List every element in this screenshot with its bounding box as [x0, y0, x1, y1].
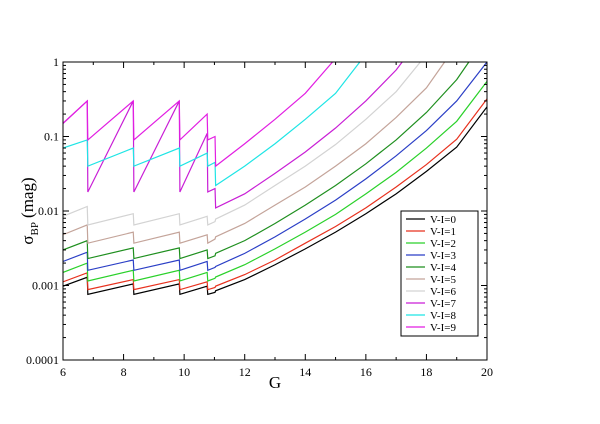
y-axis-title: σBP (mag): [18, 177, 41, 244]
x-axis-title: G: [269, 373, 281, 392]
y-axis-title-symbol: σ: [18, 235, 37, 244]
legend-label: V-I=8: [430, 310, 456, 322]
series-layer: [63, 62, 487, 296]
axis-tick-labels: 6 8 10 12 14 16 18 20 0.0001 0.001 0.01 0.1 1: [26, 55, 493, 379]
legend-label: V-I=3: [430, 250, 456, 262]
x-tick-label: 16: [360, 365, 372, 379]
x-tick-label: 8: [121, 365, 127, 379]
y-axis-title-unit: (mag): [18, 177, 37, 218]
legend-label: V-I=9: [430, 322, 456, 334]
y-tick-label: 0.01: [38, 204, 59, 218]
series-line-v-i-7: [63, 62, 403, 209]
legend-label: V-I=5: [430, 274, 456, 286]
x-tick-label: 20: [481, 365, 493, 379]
x-tick-label: 12: [239, 365, 251, 379]
legend-items: V-I=0V-I=1V-I=2V-I=3V-I=4V-I=5V-I=6V-I=7…: [406, 214, 456, 334]
axis-ticks: [62, 61, 488, 361]
legend-label: V-I=7: [430, 298, 456, 310]
x-tick-label: 18: [420, 365, 432, 379]
y-tick-label: 0.1: [44, 130, 59, 144]
x-tick-label: 10: [178, 365, 190, 379]
y-tick-label: 0.001: [32, 279, 59, 293]
legend-label: V-I=4: [430, 262, 456, 274]
legend-label: V-I=2: [430, 238, 456, 250]
y-tick-label: 0.0001: [26, 353, 59, 367]
series-line-v-i-5: [63, 62, 446, 245]
series-line-v-i-9: [63, 62, 333, 168]
y-axis-title-subscript: BP: [29, 222, 41, 235]
x-tick-label: 14: [299, 365, 311, 379]
legend-label: V-I=1: [430, 226, 456, 238]
series-line-v-i-8: [63, 62, 361, 187]
series-line-v-i-4: [63, 62, 470, 260]
legend: V-I=0V-I=1V-I=2V-I=3V-I=4V-I=5V-I=6V-I=7…: [400, 210, 479, 337]
series-line-v-i-3: [63, 62, 487, 272]
series-line-v-i-2: [63, 80, 487, 282]
series-line-v-i-6: [63, 62, 421, 226]
legend-label: V-I=6: [430, 286, 456, 298]
legend-label: V-I=0: [430, 214, 456, 226]
y-tick-label: 1: [53, 55, 59, 69]
x-tick-label: 6: [60, 365, 66, 379]
